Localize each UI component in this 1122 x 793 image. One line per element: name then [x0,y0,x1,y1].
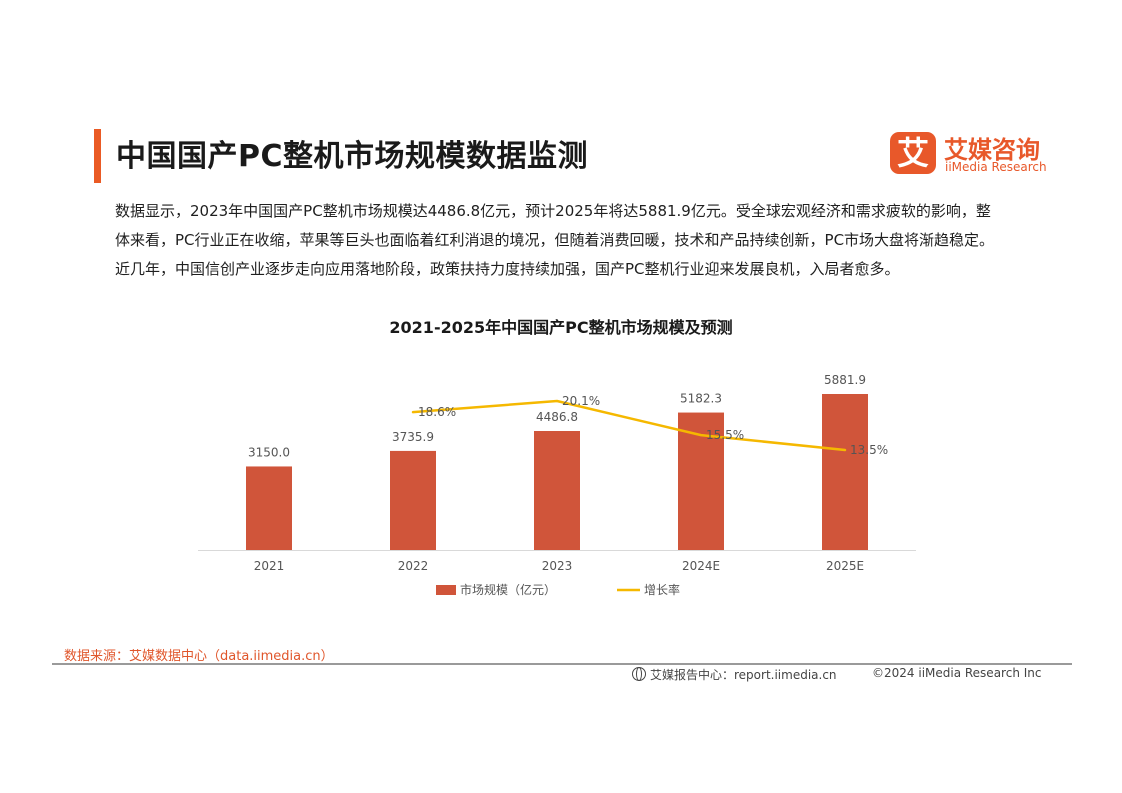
legend-bar-swatch [436,585,456,595]
footer-divider [52,663,1072,665]
bar-2023 [534,431,580,550]
logo-english-name: iiMedia Research [945,160,1047,174]
rate-label-2025E: 13.5% [850,443,888,457]
chart-title: 2021-2025年中国国产PC整机市场规模及预测 [389,318,733,337]
bar-value-label-2023: 4486.8 [536,410,578,424]
legend-bar-label: 市场规模（亿元） [460,582,556,597]
logo-chinese-name: 艾媒咨询 [944,136,1040,164]
x-tick-label-2022: 2022 [398,559,429,573]
bar-2022 [390,450,436,550]
footer-report-site: 艾媒报告中心：report.iimedia.cn [632,666,837,683]
growth-rate-line [411,399,847,452]
rate-label-2024E: 15.5% [706,428,744,442]
bar-value-label-2021: 3150.0 [248,445,290,459]
bar-value-label-2022: 3735.9 [392,430,434,444]
x-tick-label-2021: 2021 [254,559,285,573]
legend-line-label: 增长率 [644,582,680,597]
bar-value-label-2025E: 5881.9 [824,373,866,387]
bar-2021 [246,466,292,550]
title-accent-bar [94,129,101,183]
footer-copyright: ©2024 iiMedia Research Inc [872,666,1042,680]
data-source: 数据来源：艾媒数据中心（data.iimedia.cn） [64,649,334,664]
rate-label-2022: 18.6% [418,405,456,419]
globe-icon [632,667,646,681]
x-tick-label-2023: 2023 [542,559,573,573]
report-site-text: 艾媒报告中心：report.iimedia.cn [650,668,837,682]
x-tick-label-2025E: 2025E [826,559,864,573]
page-title: 中国国产PC整机市场规模数据监测 [116,139,589,174]
logo-mark-icon: 艾 [890,132,936,174]
rate-label-2023: 20.1% [562,394,600,408]
bar-2025E [822,394,868,550]
bar-value-label-2024E: 5182.3 [680,392,722,406]
x-tick-label-2024E: 2024E [682,559,720,573]
iimedia-logo: 艾 艾媒咨询 iiMedia Research [890,132,1060,178]
summary-paragraph: 数据显示，2023年中国国产PC整机市场规模达4486.8亿元，预计2025年将… [115,202,995,278]
